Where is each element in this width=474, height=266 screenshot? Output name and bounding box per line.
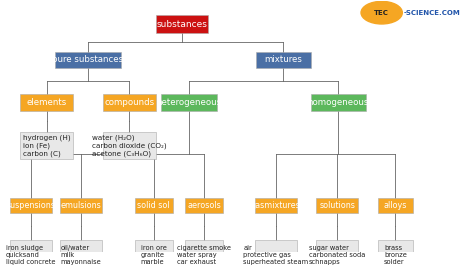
Circle shape [361,1,402,24]
Text: emulsions: emulsions [61,201,101,210]
FancyBboxPatch shape [378,198,413,213]
Text: heterogeneous: heterogeneous [156,98,221,107]
FancyBboxPatch shape [60,240,102,266]
Text: alloys: alloys [384,201,407,210]
Text: aerosols: aerosols [187,201,221,210]
FancyBboxPatch shape [378,240,413,266]
FancyBboxPatch shape [185,240,223,266]
Text: -SCIENCE.COM: -SCIENCE.COM [403,10,460,16]
Text: water (H₂O)
carbon dioxide (CO₂)
acetone (C₃H₆O): water (H₂O) carbon dioxide (CO₂) acetone… [92,135,167,157]
Text: compounds: compounds [104,98,155,107]
Text: brass
bronze
solder: brass bronze solder [384,244,407,265]
FancyBboxPatch shape [316,198,358,213]
Text: pure substances: pure substances [53,55,124,64]
Text: iron sludge
quicksand
liquid concrete: iron sludge quicksand liquid concrete [6,244,55,265]
FancyBboxPatch shape [135,240,173,266]
Text: TEC: TEC [374,10,389,16]
FancyBboxPatch shape [255,52,310,68]
Text: homogeneous: homogeneous [308,98,369,107]
FancyBboxPatch shape [55,52,121,68]
FancyBboxPatch shape [156,15,209,33]
Text: solid sol: solid sol [137,201,170,210]
FancyBboxPatch shape [310,94,365,111]
FancyBboxPatch shape [9,240,52,266]
FancyBboxPatch shape [20,132,73,160]
Text: hydrogen (H)
ion (Fe)
carbon (C): hydrogen (H) ion (Fe) carbon (C) [23,135,71,157]
FancyBboxPatch shape [162,94,217,111]
Text: gasmixtures: gasmixtures [251,201,301,210]
FancyBboxPatch shape [103,132,156,160]
FancyBboxPatch shape [103,94,156,111]
Text: sugar water
carbonated soda
schnapps: sugar water carbonated soda schnapps [309,244,365,265]
Text: iron ore
granite
marble: iron ore granite marble [141,244,166,265]
Text: oil/water
milk
mayonnaise: oil/water milk mayonnaise [61,244,101,265]
Text: substances: substances [157,20,208,29]
FancyBboxPatch shape [316,240,358,266]
FancyBboxPatch shape [255,240,297,266]
Text: solutions: solutions [319,201,355,210]
Text: cigarette smoke
water spray
car exhaust: cigarette smoke water spray car exhaust [177,244,231,265]
FancyBboxPatch shape [60,198,102,213]
FancyBboxPatch shape [255,198,297,213]
Text: suspensions: suspensions [6,201,55,210]
Text: elements: elements [27,98,67,107]
Text: mixtures: mixtures [264,55,302,64]
FancyBboxPatch shape [9,198,52,213]
FancyBboxPatch shape [135,198,173,213]
Text: air
protective gas
superheated steam: air protective gas superheated steam [243,244,308,265]
FancyBboxPatch shape [185,198,223,213]
FancyBboxPatch shape [20,94,73,111]
